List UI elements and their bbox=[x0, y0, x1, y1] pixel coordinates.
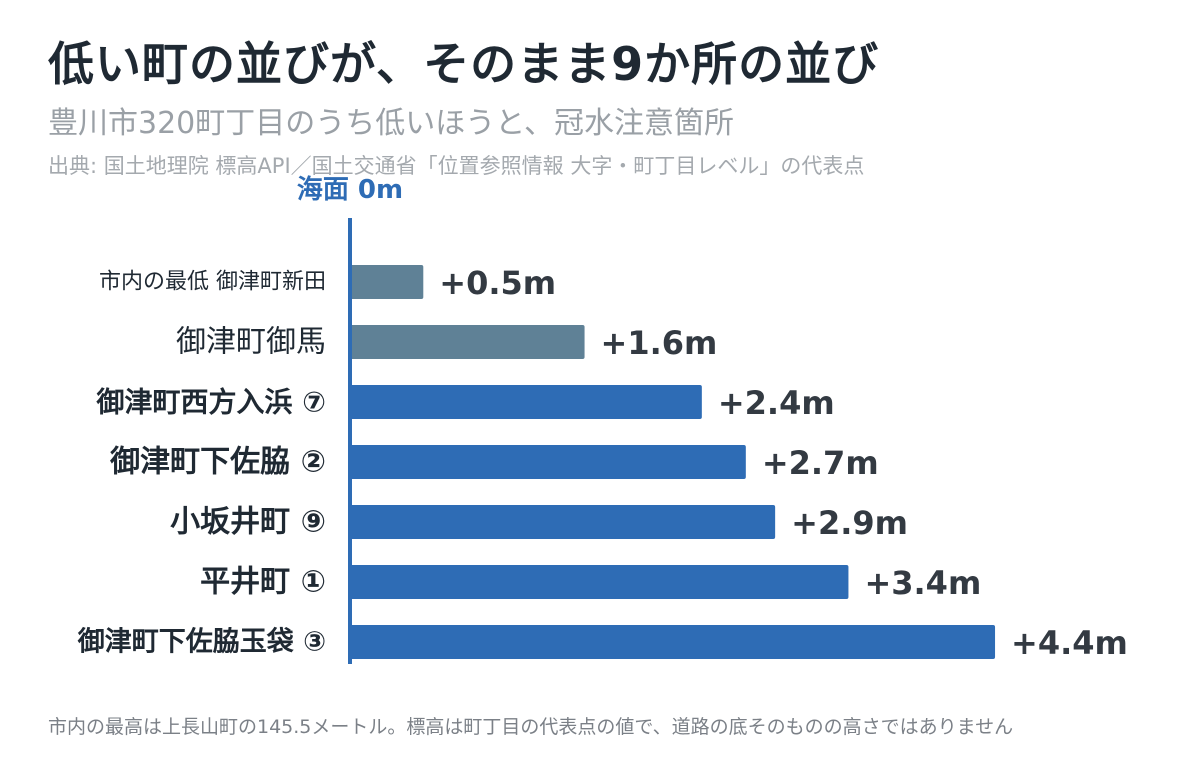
value-label: +1.6m bbox=[601, 324, 718, 362]
value-label: +2.9m bbox=[791, 504, 908, 542]
bar bbox=[350, 385, 702, 419]
category-label: 御津町御馬 bbox=[176, 325, 326, 360]
bar bbox=[350, 265, 424, 299]
value-label: +2.7m bbox=[762, 444, 879, 482]
category-label: 市内の最低 御津町新田 bbox=[99, 270, 326, 295]
value-label: +2.4m bbox=[718, 384, 835, 422]
chart-footnote: 市内の最高は上長山町の145.5メートル。標高は町丁目の代表点の値で、道路の底そ… bbox=[48, 716, 1014, 738]
category-label: 平井町 ① bbox=[200, 565, 326, 600]
value-label: +4.4m bbox=[1011, 624, 1128, 662]
category-label: 小坂井町 ⑨ bbox=[170, 505, 326, 540]
bar bbox=[350, 325, 585, 359]
chart-source: 出典: 国土地理院 標高API／国土交通省「位置参照情報 大字・町丁目レベル」の… bbox=[48, 154, 865, 178]
bar bbox=[350, 505, 776, 539]
bar bbox=[350, 565, 849, 599]
category-label: 御津町下佐脇玉袋 ③ bbox=[77, 626, 326, 658]
category-label: 御津町下佐脇 ② bbox=[109, 445, 326, 480]
value-label: +0.5m bbox=[439, 264, 556, 302]
value-label: +3.4m bbox=[864, 564, 981, 602]
baseline-label: 海面 0m bbox=[297, 175, 403, 205]
category-label: 御津町西方入浜 ⑦ bbox=[96, 386, 326, 419]
bar bbox=[350, 625, 996, 659]
chart-subtitle: 豊川市320町丁目のうち低いほうと、冠水注意箇所 bbox=[48, 106, 735, 141]
bar bbox=[350, 445, 746, 479]
chart-title: 低い町の並びが、そのまま9か所の並び bbox=[48, 37, 880, 91]
